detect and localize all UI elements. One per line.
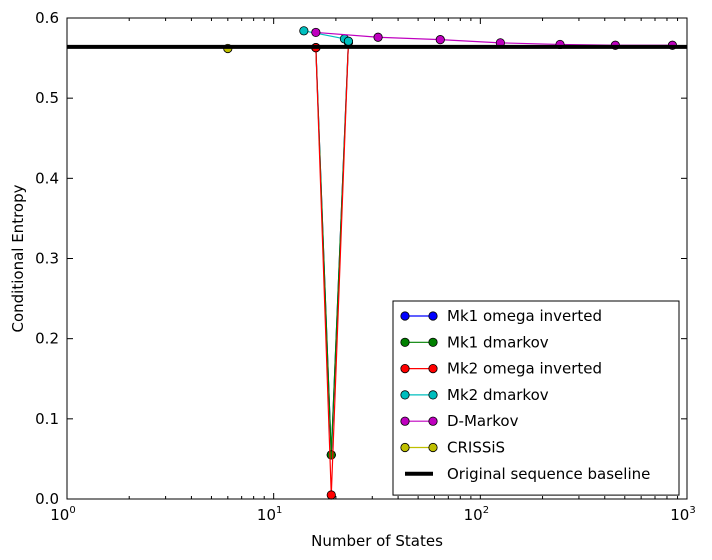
x-tick-label-exponent: 2 <box>483 505 489 516</box>
legend-swatch-marker <box>428 390 438 400</box>
legend-label: CRISSiS <box>447 439 505 457</box>
y-tick-label: 0.2 <box>35 330 59 348</box>
data-point <box>373 32 383 42</box>
legend-label: Original sequence baseline <box>447 465 650 483</box>
x-axis-title: Number of States <box>311 532 443 550</box>
x-tick-label-base: 10 <box>670 506 689 524</box>
x-tick-label: 102 <box>464 505 489 524</box>
legend: Mk1 omega inverted Mk1 dmarkov Mk2 omega i… <box>392 300 680 496</box>
y-tick-label: 0.4 <box>35 169 59 187</box>
x-tick-label-base: 10 <box>50 506 69 524</box>
legend-swatch-marker <box>428 311 438 321</box>
series-layer <box>67 26 687 500</box>
series-line <box>315 42 350 455</box>
legend-label: Mk1 omega inverted <box>447 307 602 325</box>
y-tick-label: 0.0 <box>35 490 59 508</box>
legend-swatch-marker <box>400 442 410 453</box>
axis-ticks <box>66 17 688 500</box>
y-tick-label: 0.5 <box>35 89 59 107</box>
data-point <box>343 36 354 46</box>
series-line <box>315 42 350 455</box>
legend-label: D-Markov <box>447 412 519 430</box>
y-tick-label: 0.1 <box>35 410 59 428</box>
legend-swatch-marker <box>428 416 438 426</box>
x-tick-label-exponent: 1 <box>276 505 282 516</box>
legend-swatch-marker <box>400 363 410 374</box>
legend-swatch-marker <box>428 337 438 347</box>
x-tick-label-exponent: 0 <box>69 505 75 516</box>
y-tick-label: 0.3 <box>35 250 59 268</box>
legend-label: Mk2 dmarkov <box>447 386 549 404</box>
legend-swatch-marker <box>428 442 438 453</box>
x-tick-label: 100 <box>50 505 75 524</box>
legend-swatch-marker <box>400 416 410 426</box>
y-tick-label: 0.6 <box>35 9 59 27</box>
legend-label: Mk2 omega inverted <box>447 360 602 378</box>
data-point <box>435 35 445 45</box>
legend-swatch-marker <box>428 363 438 374</box>
data-point <box>311 27 321 38</box>
legend-swatch-marker <box>400 311 410 321</box>
legend-swatch-marker <box>400 337 410 347</box>
data-point <box>326 490 336 500</box>
x-tick-label-base: 10 <box>257 506 276 524</box>
data-point <box>326 450 336 460</box>
x-tick-label: 101 <box>257 505 282 524</box>
legend-swatch-marker <box>400 390 410 400</box>
legend-box <box>392 300 680 496</box>
data-point <box>299 26 309 36</box>
x-tick-label-base: 10 <box>464 506 483 524</box>
legend-label: Mk1 dmarkov <box>447 333 549 351</box>
x-tick-label-exponent: 3 <box>689 505 695 516</box>
y-axis-title: Conditional Entropy <box>9 184 27 332</box>
x-tick-label: 103 <box>670 505 695 524</box>
